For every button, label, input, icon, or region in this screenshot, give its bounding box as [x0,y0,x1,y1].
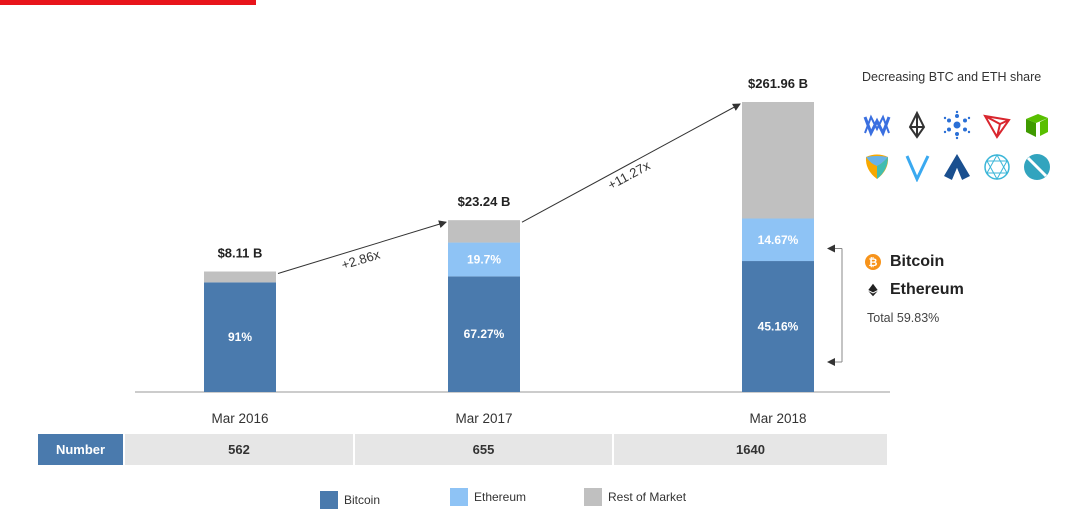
bar-label-ethereum-1: 19.7% [467,252,501,266]
neo-icon [1020,108,1054,142]
bar-label-bitcoin-1: 67.27% [464,327,505,341]
bar-bitcoin-2 [742,261,814,392]
rest-legend-label: Rest of Market [608,490,687,504]
bar-ethereum-2 [742,218,814,262]
lisk-icon [940,150,974,184]
nem-icon [860,150,894,184]
svg-text:₿: ₿ [869,256,878,269]
ethereum-swatch [450,488,468,506]
number-cell-2016: 562 [125,434,353,465]
x-tick-label-0: Mar 2016 [211,411,268,426]
bar-bitcoin-0 [204,282,276,392]
tron-icon [980,108,1014,142]
cardano-icon [940,108,974,142]
bar-label-bitcoin-0: 91% [228,330,252,344]
bar-label-ethereum-2: 14.67% [758,233,799,247]
growth-label-1: +11.27x [605,157,653,192]
legend-bitcoin: ₿ Bitcoin [864,248,964,276]
bitcoin-icon: ₿ [864,253,882,271]
number-table-row: Number 562 655 1640 [38,434,887,465]
bitcoin-swatch [320,491,338,509]
legend-item-rest: Rest of Market [584,488,686,506]
bar-ethereum-1 [448,242,520,277]
number-cell-2018: 1640 [614,434,887,465]
bar-label-bitcoin-2: 45.16% [758,320,799,334]
total-label-0: $8.11 B [218,246,263,261]
share-title: Decreasing BTC and ETH share [862,70,1042,84]
legend-ethereum: Ethereum [864,276,964,304]
growth-arrow-1 [521,103,741,223]
bar-rest-of-market-1 [448,220,520,243]
ethereum-label: Ethereum [890,281,964,298]
bar-rest-of-market-2 [742,102,814,219]
bar-rest-of-market-0 [204,271,276,283]
stacked-bar-chart: 91% $8.11 B Mar 2016 67.27% 19.7% $23.24 B Mar… [135,76,890,426]
total-share: Total 59.83% [867,311,940,325]
growth-arrow-0 [277,220,447,274]
brand-accent-bar [0,0,256,5]
ethereum-legend-label: Ethereum [474,490,527,504]
bar-bitcoin-1 [448,276,520,392]
growth-label-0: +2.86x [340,246,383,272]
ontology-icon [1020,150,1054,184]
legend-item-ethereum: Ethereum [450,488,526,506]
number-cell-2017: 655 [355,434,612,465]
waltonchain-icon [860,108,894,142]
number-row-header: Number [38,434,123,465]
total-label-2: $261.96 B [748,76,808,91]
x-tick-label-1: Mar 2017 [455,411,512,426]
total-label-1: $23.24 B [458,194,511,209]
vechain-icon [900,150,934,184]
bitcoin-label: Bitcoin [890,253,945,270]
legend-item-bitcoin: Bitcoin [320,491,380,509]
rest-swatch [584,488,602,506]
qtum-icon [980,150,1014,184]
coin-legend: ₿ Bitcoin Ethereum [864,248,964,304]
x-tick-label-2: Mar 2018 [749,411,806,426]
ethereum-icon [864,281,882,299]
bitcoin-legend-label: Bitcoin [344,493,381,507]
eos-icon [900,108,934,142]
